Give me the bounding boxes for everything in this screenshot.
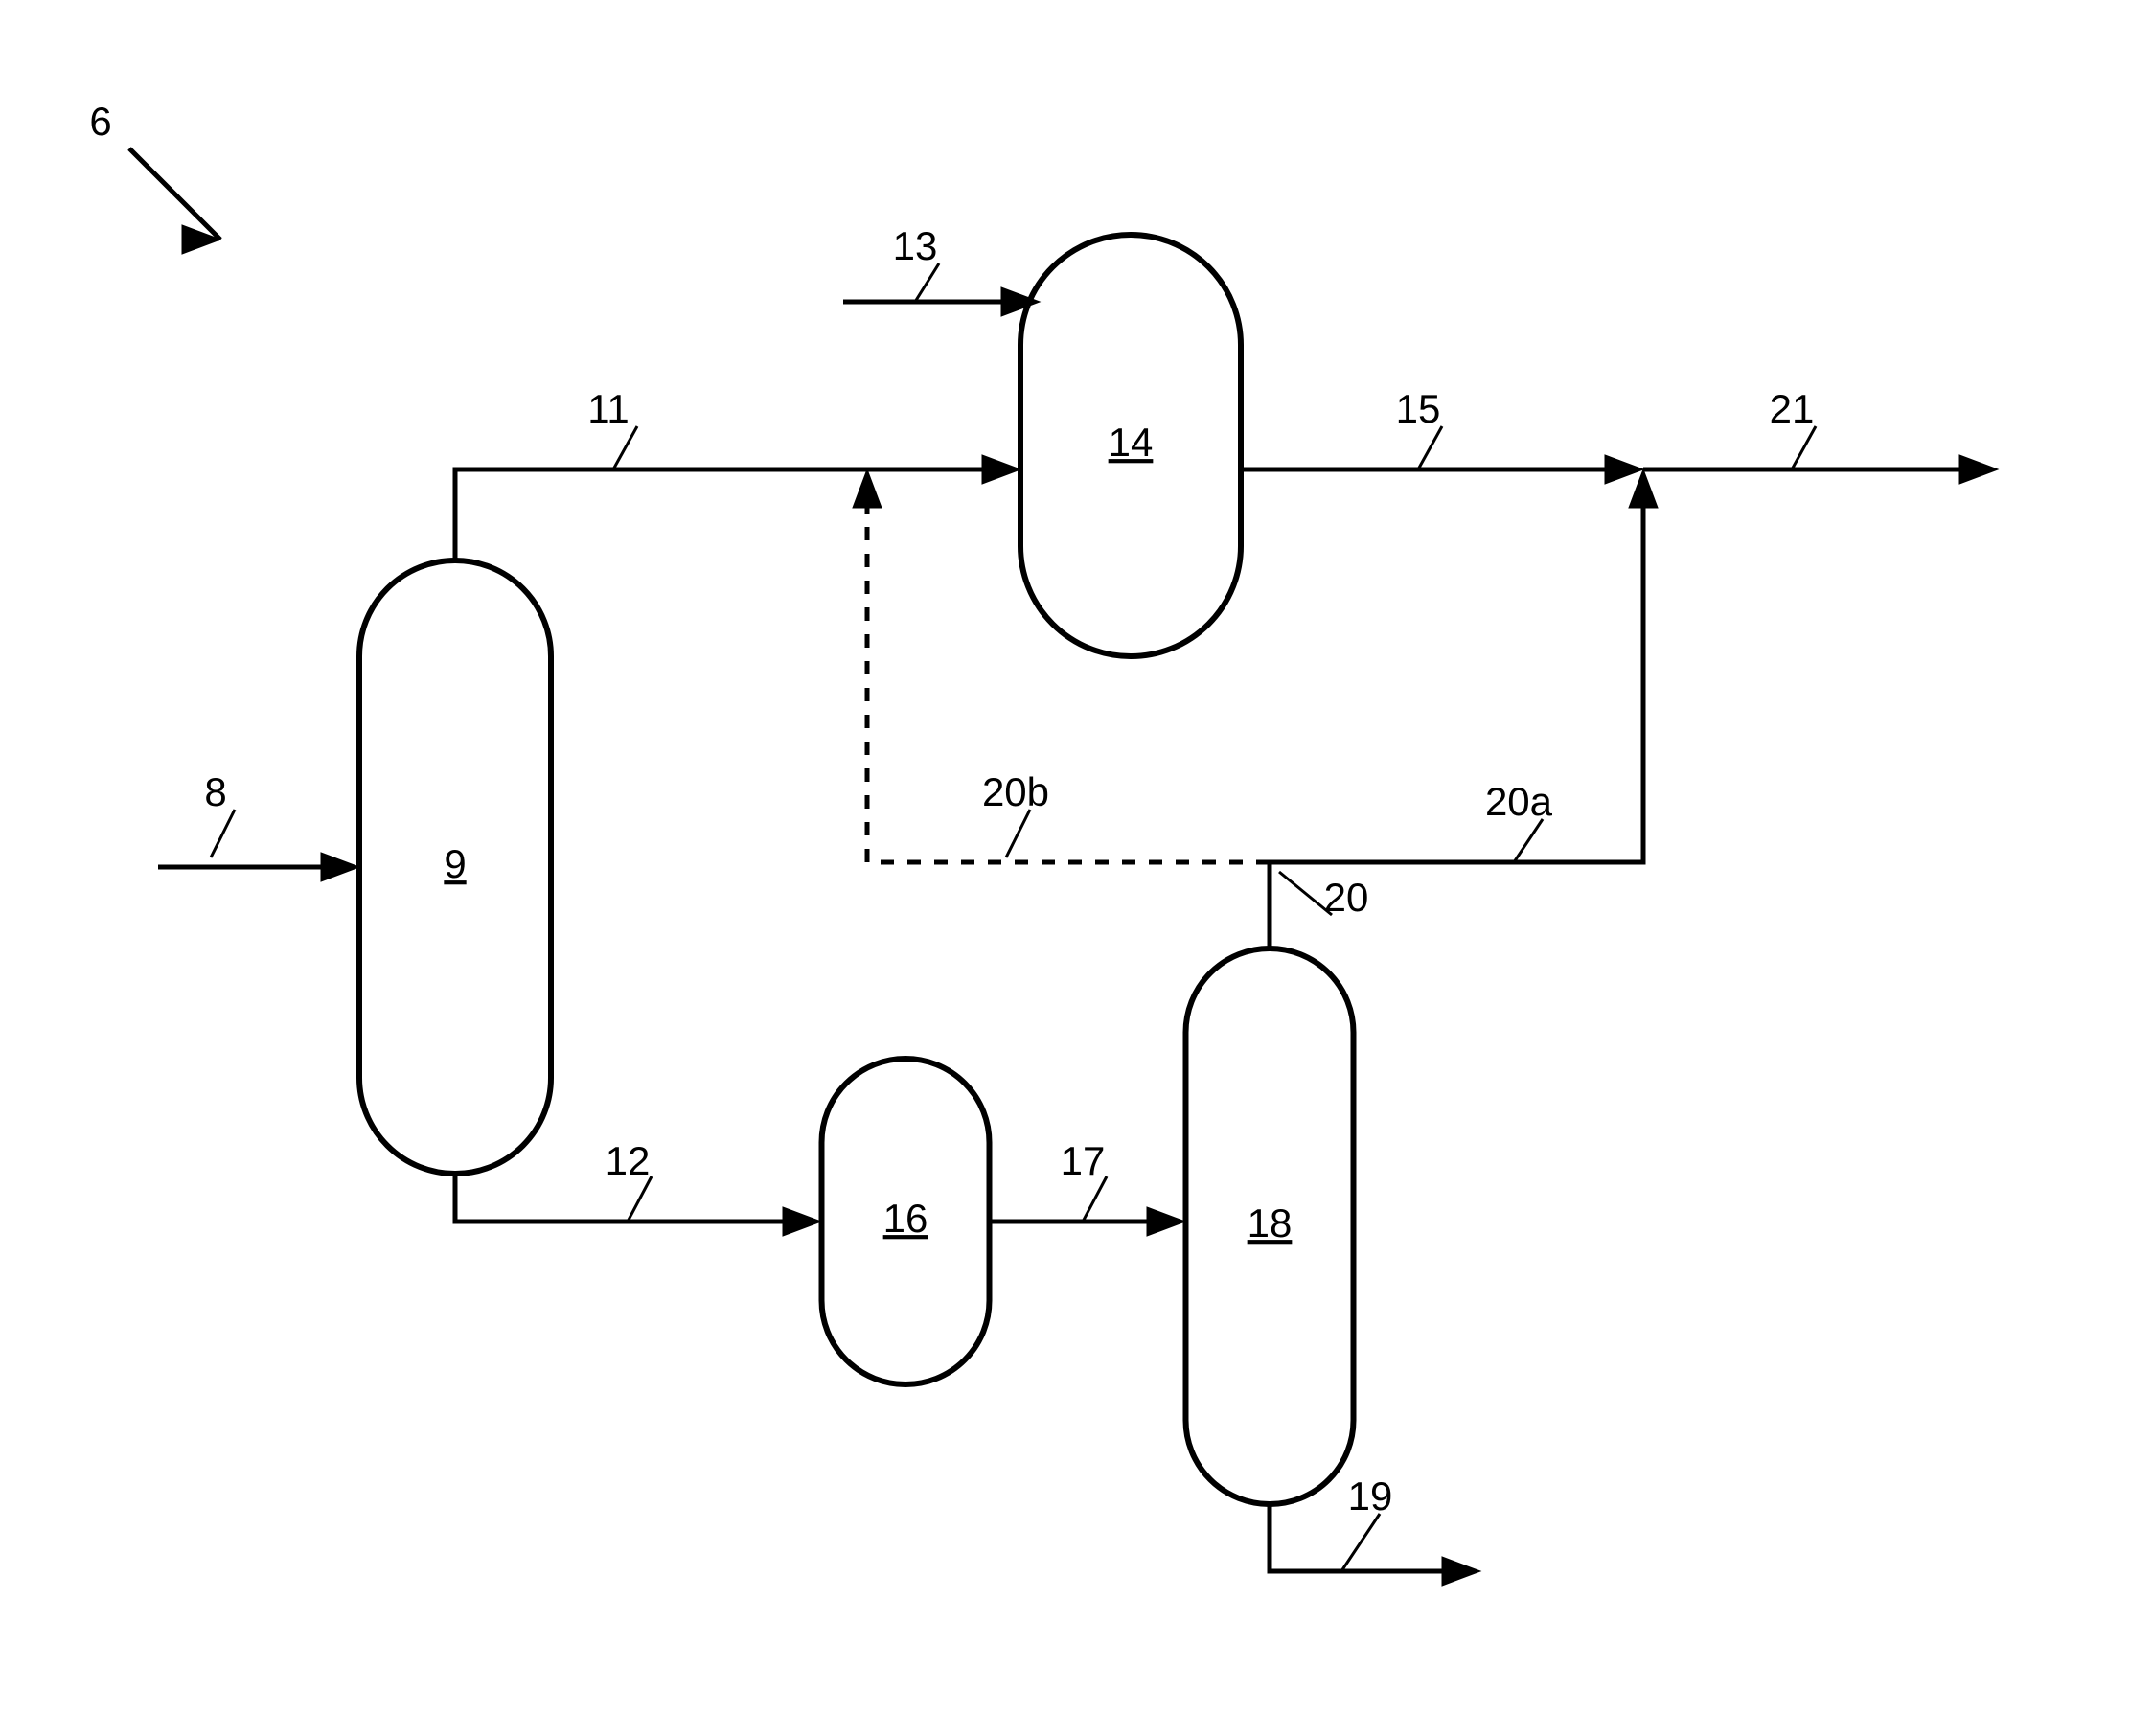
label-leader xyxy=(613,426,637,469)
label-leader xyxy=(1341,1514,1380,1571)
stream-label-20b: 20b xyxy=(982,769,1049,814)
arrowhead xyxy=(1605,455,1643,484)
stream-label-13: 13 xyxy=(893,223,938,268)
label-leader xyxy=(1418,426,1442,469)
arrowhead xyxy=(1629,469,1658,508)
stream-label-21: 21 xyxy=(1770,386,1815,431)
arrowhead xyxy=(853,469,882,508)
flow-line xyxy=(129,148,220,240)
stream-label-8: 8 xyxy=(204,769,226,814)
vessel-label-14: 14 xyxy=(1109,420,1154,465)
vessel-label-18: 18 xyxy=(1248,1200,1293,1245)
vessel-label-9: 9 xyxy=(444,841,466,886)
flow-line xyxy=(867,492,1270,862)
stream-label-15: 15 xyxy=(1396,386,1441,431)
stream-label-6: 6 xyxy=(89,99,111,144)
arrowhead xyxy=(1147,1207,1185,1236)
arrowhead xyxy=(321,853,359,881)
stream-label-20: 20 xyxy=(1324,875,1369,920)
arrowhead xyxy=(1959,455,1998,484)
arrowhead xyxy=(1442,1557,1480,1586)
stream-label-19: 19 xyxy=(1348,1473,1393,1519)
stream-label-20a: 20a xyxy=(1485,779,1553,824)
arrowhead xyxy=(783,1207,821,1236)
vessel-label-16: 16 xyxy=(883,1196,928,1241)
flow-line xyxy=(1270,492,1643,862)
flow-line xyxy=(455,469,997,560)
label-leader xyxy=(915,263,939,302)
stream-label-12: 12 xyxy=(606,1138,651,1183)
label-leader xyxy=(211,810,235,857)
stream-label-17: 17 xyxy=(1061,1138,1106,1183)
label-leader xyxy=(1514,819,1543,862)
arrowhead xyxy=(982,455,1020,484)
label-leader xyxy=(1792,426,1816,469)
label-leader xyxy=(1006,810,1030,857)
arrowhead xyxy=(182,225,220,254)
stream-label-11: 11 xyxy=(587,386,630,431)
